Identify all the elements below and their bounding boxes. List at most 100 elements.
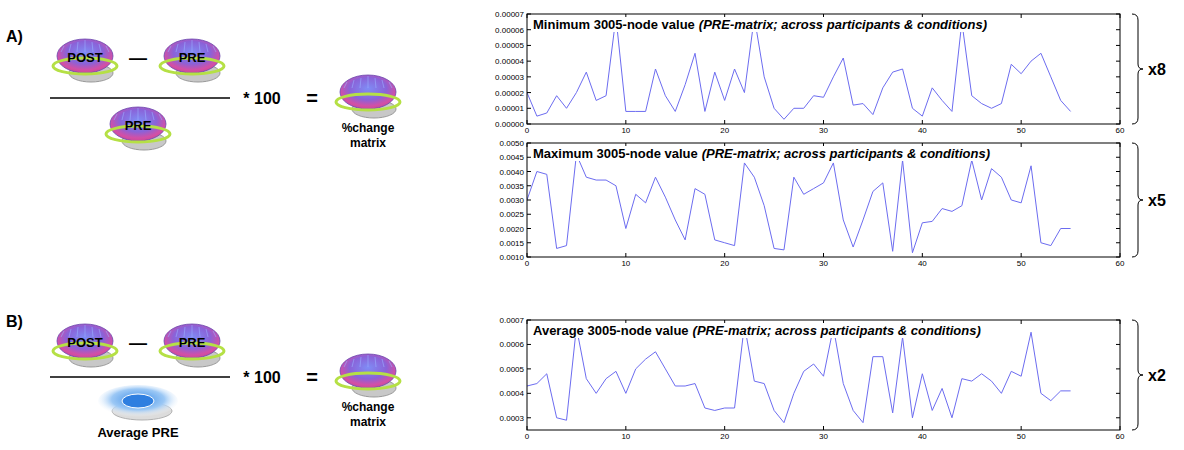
x-tick-top — [1021, 14, 1022, 18]
y-tick-label: 0.00001 — [495, 104, 524, 113]
y-tick-label: 0.0015 — [500, 239, 525, 248]
average-icon — [98, 385, 178, 420]
x-tick — [1120, 253, 1121, 257]
y-tick-label: 0.0005 — [500, 365, 525, 374]
brain-cortex — [340, 354, 396, 388]
brain-fiber — [106, 331, 109, 337]
y-tick-label: 0.0050 — [500, 139, 525, 148]
x-tick-label: 30 — [819, 432, 828, 441]
brain-fiber — [168, 331, 171, 337]
annotation: x8 — [1148, 61, 1166, 78]
brain-fiber — [206, 44, 208, 52]
equals: = — [306, 366, 318, 388]
brain-icon: POST — [53, 324, 117, 367]
y-tick-right — [1116, 200, 1120, 201]
title-patch — [531, 17, 989, 32]
x-tick — [1021, 120, 1022, 124]
y-tick — [527, 29, 531, 30]
brain-fiber — [168, 46, 171, 52]
x-tick-label: 60 — [1116, 432, 1125, 441]
y-tick-label: 0.0045 — [500, 153, 525, 162]
y-tick-label: 0.0003 — [500, 414, 525, 423]
y-tick — [527, 320, 531, 321]
brain-fiber — [61, 46, 64, 52]
y-tick — [527, 185, 531, 186]
y-tick-right — [1116, 242, 1120, 243]
line: matrix — [350, 415, 386, 429]
brain-label: POST — [67, 335, 102, 350]
plot-background — [527, 14, 1120, 124]
y-tick-right — [1116, 29, 1120, 30]
brace — [1132, 143, 1143, 257]
y-tick-right — [1116, 92, 1120, 93]
brain-fiber — [389, 361, 392, 367]
y-tick-right — [1116, 393, 1120, 394]
x-tick — [922, 120, 923, 124]
brain-cortex — [57, 324, 113, 358]
brace — [1132, 14, 1143, 124]
y-tick-right — [1116, 185, 1120, 186]
brain-icon: PRE — [106, 107, 170, 150]
y-tick — [527, 214, 531, 215]
formula-panel: B)POST—PREAverage PRE* 100=%changematrix — [6, 313, 400, 440]
y-tick — [527, 417, 531, 418]
x-tick-label: 30 — [819, 126, 828, 135]
brain-cortex — [110, 107, 166, 141]
y-tick-label: 0.00005 — [495, 41, 524, 50]
brain-fiber — [344, 361, 347, 367]
y-tick-label: 0.00002 — [495, 89, 524, 98]
brain-fiber — [389, 82, 392, 88]
y-tick-right — [1116, 157, 1120, 158]
operator: — — [129, 48, 147, 68]
brain-fiber — [206, 329, 208, 337]
brain-fiber — [360, 78, 361, 88]
y-tick-label: 0.0035 — [500, 182, 525, 191]
x-tick-label: 40 — [918, 259, 927, 268]
brain-fiber — [375, 78, 376, 88]
brain-icon: PRE — [160, 39, 224, 82]
multiplier: * 100 — [243, 90, 280, 107]
y-tick-right — [1116, 257, 1120, 258]
brain-fiber — [352, 80, 354, 88]
line: %change — [342, 400, 395, 414]
subtitle: (PRE-matrix; across participants & condi… — [693, 323, 981, 338]
x-tick-label: 60 — [1116, 259, 1125, 268]
y-tick-label: 0.00004 — [495, 57, 524, 66]
x-tick-top — [1120, 143, 1121, 147]
y-tick-label: 0.00007 — [495, 10, 524, 19]
y-tick-right — [1116, 171, 1120, 172]
y-tick-right — [1116, 61, 1120, 62]
x-tick-top — [527, 14, 528, 18]
x-tick-label: 20 — [720, 126, 729, 135]
annotation: x2 — [1148, 367, 1166, 384]
brain-icon — [336, 354, 400, 397]
x-tick — [724, 120, 725, 124]
panel-letter: A) — [6, 28, 23, 45]
y-tick-right — [1116, 143, 1120, 144]
x-tick-top — [1120, 14, 1121, 18]
y-tick — [527, 92, 531, 93]
operator: — — [129, 333, 147, 353]
subtitle: (PRE-matrix; across participants & condi… — [699, 17, 987, 32]
brain-label: PRE — [125, 118, 152, 133]
avg-core — [122, 394, 154, 408]
y-tick — [527, 242, 531, 243]
x-tick-top — [527, 143, 528, 147]
y-tick-right — [1116, 320, 1120, 321]
y-tick-label: 0.0040 — [500, 168, 525, 177]
chart-title: Average 3005-node value(PRE-matrix; acro… — [533, 323, 981, 338]
brain-fiber — [152, 112, 154, 120]
y-tick — [527, 143, 531, 144]
plot-frame — [527, 143, 1120, 257]
y-tick-right — [1116, 368, 1120, 369]
y-tick-label: 0.00003 — [495, 73, 524, 82]
x-tick — [625, 120, 626, 124]
brain-fiber — [368, 76, 369, 88]
y-tick — [527, 61, 531, 62]
annotation: x5 — [1148, 192, 1166, 209]
y-tick-right — [1116, 14, 1120, 15]
result-label: %changematrix — [342, 400, 395, 429]
y-tick-right — [1116, 76, 1120, 77]
brain-fiber — [61, 331, 64, 337]
brain-label: PRE — [179, 335, 206, 350]
